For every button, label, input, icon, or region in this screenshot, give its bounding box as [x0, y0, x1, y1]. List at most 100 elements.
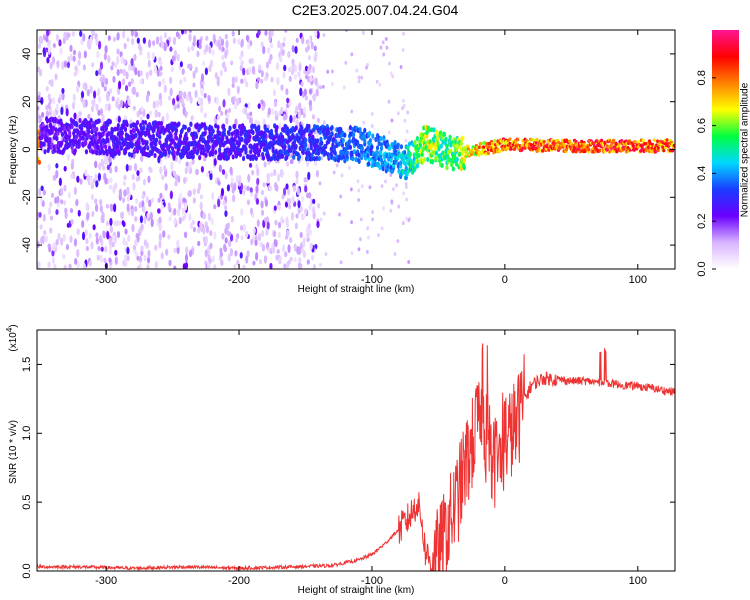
noise-dot [136, 265, 141, 269]
ridge-mark [244, 146, 248, 152]
noise-dot [86, 40, 91, 49]
noise-dot [168, 216, 172, 222]
noise-dot [265, 61, 270, 69]
ridge-mark [142, 124, 146, 131]
ridge-mark [442, 131, 447, 138]
ridge-mark [156, 125, 160, 131]
noise-dot [136, 110, 140, 118]
noise-dot [246, 199, 251, 206]
ridge-mark [265, 127, 270, 133]
ridge-mark [311, 134, 315, 140]
ridge-mark [478, 141, 483, 146]
noise-dot [283, 64, 287, 72]
ridge-mark [370, 144, 374, 150]
noise-dot [277, 40, 281, 49]
noise-dot [175, 31, 180, 38]
snr-panel: -300 -200 -100 0 100 0.0 0.5 1.0 1.5 Height of … [5, 324, 676, 596]
noise-dot [241, 265, 246, 269]
noise-dot [246, 112, 250, 120]
ridge-mark [233, 143, 237, 150]
noise-dot [217, 180, 221, 186]
noise-dot [240, 208, 244, 216]
noise-dot [61, 91, 65, 101]
noise-dot [272, 89, 277, 97]
noise-dot [288, 66, 292, 73]
y-tick-label: 1.0 [21, 426, 33, 441]
noise-dot [276, 173, 281, 182]
noise-dot [390, 118, 394, 123]
noise-dot [224, 33, 228, 40]
ridge-mark [339, 126, 343, 133]
ridge-mark [273, 139, 277, 146]
ridge-mark [200, 122, 204, 129]
ridge-mark [257, 125, 261, 132]
colorbar-scale [712, 30, 739, 269]
noise-dot [182, 197, 186, 203]
noise-dot [158, 216, 162, 224]
noise-dot [220, 187, 225, 197]
noise-dot [252, 260, 256, 266]
noise-dot [91, 210, 95, 217]
noise-dot [247, 42, 251, 50]
noise-dot [304, 65, 309, 72]
ridge-mark [643, 141, 647, 146]
ridge-mark [379, 141, 384, 148]
noise-dot [377, 233, 380, 238]
noise-dot [76, 248, 80, 258]
ridge-mark [389, 157, 393, 163]
noise-dot [42, 47, 46, 55]
noise-dot [173, 49, 177, 57]
noise-dot [101, 114, 105, 122]
ridge-mark [446, 149, 451, 155]
ridge-mark [593, 149, 597, 154]
noise-dot [74, 257, 78, 265]
noise-dot [217, 114, 221, 120]
colorbar-tick-label: 0.4 [696, 166, 708, 181]
noise-dot [90, 30, 94, 35]
noise-dot [250, 57, 254, 65]
noise-dot [82, 64, 86, 71]
noise-dot [260, 78, 264, 84]
ridge-mark [158, 139, 162, 146]
noise-dot [139, 215, 144, 224]
noise-dot [69, 44, 73, 53]
noise-dot [122, 259, 126, 267]
noise-dot [90, 105, 95, 113]
noise-dot [47, 39, 51, 46]
ridge-mark [135, 148, 140, 154]
noise-dot [146, 113, 150, 120]
noise-dot [213, 204, 217, 210]
noise-dot [229, 166, 233, 175]
noise-dot [39, 36, 44, 44]
ridge-mark [194, 133, 199, 139]
noise-dot [47, 261, 51, 269]
noise-dot [133, 53, 137, 61]
noise-dot [201, 80, 205, 87]
ridge-mark [319, 136, 323, 142]
ridge-mark [117, 149, 121, 155]
noise-dot [52, 43, 56, 49]
noise-dot [192, 35, 197, 44]
noise-dot [197, 240, 201, 247]
noise-dot [255, 185, 259, 194]
noise-dot [102, 77, 106, 83]
noise-dot [147, 59, 151, 68]
noise-dot [197, 226, 201, 234]
noise-dot [299, 205, 303, 213]
noise-dot [170, 66, 174, 73]
noise-dot [279, 42, 283, 50]
ridge-mark [184, 131, 188, 138]
noise-dot [295, 213, 299, 219]
ridge-mark [79, 135, 83, 141]
noise-dot [230, 177, 234, 185]
noise-dot [49, 201, 53, 208]
noise-dot [134, 67, 138, 76]
ridge-mark [89, 117, 93, 123]
noise-dot [135, 91, 139, 98]
ridge-mark [237, 142, 241, 148]
ridge-mark [155, 137, 159, 143]
noise-dot [288, 75, 292, 83]
noise-dot [342, 85, 346, 90]
ridge-mark [357, 152, 361, 158]
ridge-mark [249, 144, 254, 150]
